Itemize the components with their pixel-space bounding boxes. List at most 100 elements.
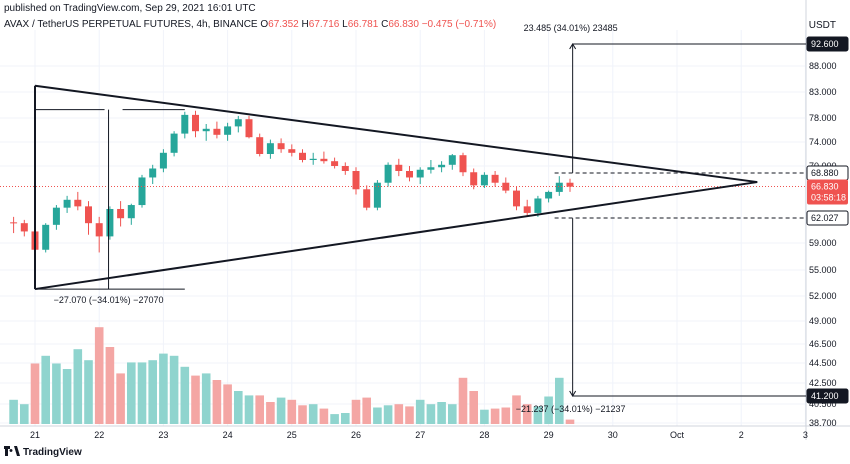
- y-tick-label: 44.500: [809, 358, 837, 368]
- x-tick-label: 23: [158, 430, 168, 440]
- candle-body: [395, 164, 403, 171]
- volume-bar: [490, 408, 500, 424]
- open-label: O: [260, 19, 269, 30]
- volume-bar: [255, 395, 264, 424]
- x-tick-label: 25: [287, 430, 297, 440]
- high-label: H: [301, 19, 309, 30]
- volume-bar: [383, 405, 393, 424]
- volume-bar: [394, 404, 404, 424]
- volume-bar: [276, 397, 286, 424]
- measure-down-arrow-icon: [569, 390, 577, 397]
- volume-bar: [437, 402, 446, 424]
- x-tick-label: 21: [30, 430, 40, 440]
- candle-body: [438, 164, 446, 168]
- y-tick-label: 59.000: [809, 238, 837, 248]
- volume-bar: [330, 414, 339, 424]
- candle-body: [63, 199, 71, 208]
- candle-body: [513, 190, 520, 207]
- candle-body: [363, 189, 371, 208]
- candle-body: [159, 152, 167, 169]
- candle-body: [341, 166, 349, 171]
- volume-bar: [351, 399, 361, 424]
- candle-body: [288, 149, 296, 153]
- candle-body: [234, 119, 242, 127]
- volume-bar: [201, 373, 211, 424]
- volume-bar: [458, 377, 468, 424]
- candle-body: [138, 177, 146, 206]
- triangle-upper-line: [34, 84, 758, 184]
- candle-body: [170, 133, 178, 153]
- candle-body: [545, 191, 553, 199]
- candle-body: [491, 174, 499, 183]
- volume-bar: [405, 406, 414, 424]
- candle-body: [427, 167, 435, 170]
- candle-body: [352, 171, 360, 190]
- candle-body: [256, 137, 264, 154]
- candle-body: [106, 208, 114, 237]
- x-tick-label: 3: [803, 430, 808, 440]
- volume-bar: [148, 360, 157, 424]
- candle-body: [459, 155, 467, 173]
- candle-body: [245, 119, 253, 138]
- candle-body: [299, 152, 306, 160]
- volume-bar: [522, 404, 532, 424]
- volume-bar: [105, 347, 115, 424]
- candle-body: [502, 182, 510, 191]
- candle-body: [277, 143, 285, 150]
- target-down-badge: 41.200: [811, 391, 839, 401]
- volume-bar: [298, 405, 307, 424]
- candle-body: [95, 223, 103, 237]
- candle-body: [320, 158, 328, 162]
- y-tick-label: 88.000: [809, 61, 837, 71]
- target-up-badge-bg: [806, 36, 849, 52]
- currency-unit: USDT: [808, 20, 836, 31]
- candle-body: [202, 128, 210, 132]
- measure-down-label: −21.237 (−34.01%) −21237: [516, 404, 626, 414]
- x-tick-label: 24: [223, 430, 233, 440]
- y-tick-label: 46.500: [809, 339, 837, 349]
- y-tick-label: 49.000: [809, 316, 837, 326]
- candle-body: [480, 174, 488, 186]
- volume-bar: [426, 404, 436, 424]
- candle-body: [331, 161, 339, 166]
- low-label: L: [342, 19, 348, 30]
- candle-body: [85, 206, 92, 224]
- footer-brand[interactable]: TradingView: [4, 446, 82, 459]
- y-tick-label: 42.500: [809, 378, 837, 388]
- low-value: 66.781: [347, 19, 379, 30]
- current-price-badge: 66.830: [811, 181, 839, 191]
- volume-bar: [244, 395, 254, 424]
- symbol-title[interactable]: AVAX / TetherUS PERPETUAL FUTURES, 4h, B…: [4, 19, 258, 30]
- volume-bar: [84, 360, 93, 424]
- volume-bar: [159, 353, 168, 424]
- volume-bar: [116, 373, 125, 424]
- volume-bar: [501, 407, 511, 424]
- measure-up-label: 23.485 (34.01%) 23485: [524, 23, 618, 33]
- volume-bar: [362, 397, 371, 424]
- volume-bar: [544, 396, 553, 424]
- volume-bar: [469, 391, 478, 424]
- volume-bar: [234, 391, 243, 424]
- candle-body: [224, 126, 232, 135]
- x-tick-label: 2: [739, 430, 744, 440]
- volume-bar: [169, 355, 179, 424]
- volume-bar: [9, 399, 18, 424]
- high-value: 67.716: [308, 19, 340, 30]
- volume-bar: [287, 399, 297, 424]
- volume-bar: [212, 380, 222, 424]
- level-bottom-badge: 62.027: [811, 213, 839, 223]
- volume-bar: [373, 407, 382, 424]
- candle-body: [384, 164, 392, 183]
- tradingview-logo-icon: [4, 446, 20, 459]
- close-label: C: [381, 19, 389, 30]
- candle-body: [127, 205, 135, 219]
- countdown-badge: 03:58:18: [811, 192, 846, 202]
- x-tick-label: 30: [608, 430, 618, 440]
- candle-body: [117, 208, 125, 219]
- level-bottom-badge-bg: [806, 210, 849, 226]
- volume-bar: [20, 404, 29, 424]
- close-value: 66.830: [388, 19, 419, 30]
- candle-body: [523, 206, 531, 213]
- volume-bar: [415, 399, 425, 424]
